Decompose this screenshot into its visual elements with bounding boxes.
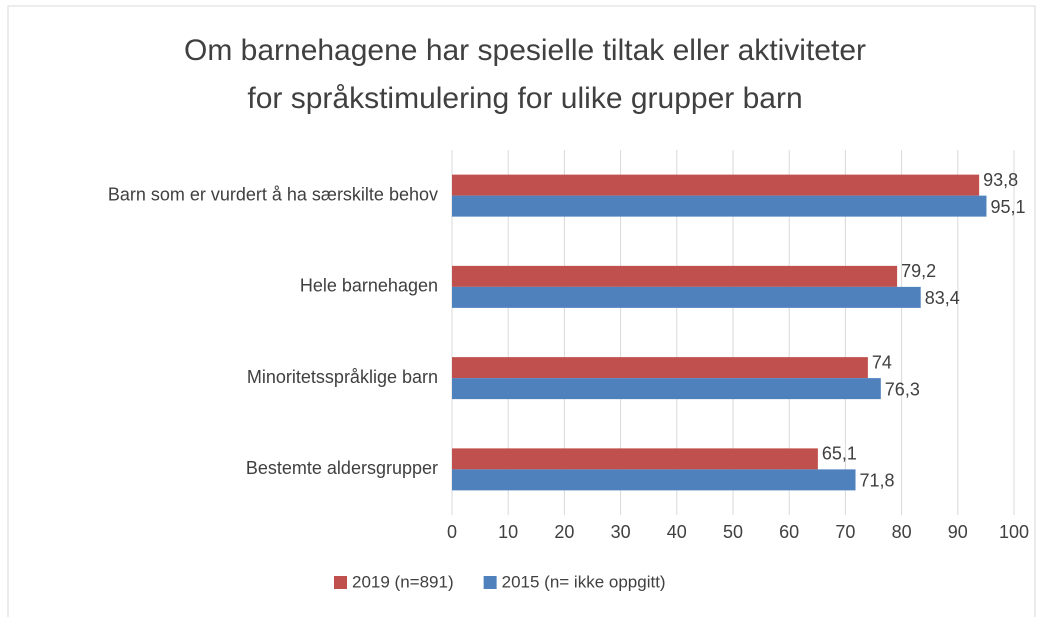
value-label: 74: [872, 352, 892, 372]
x-tick-label: 100: [999, 522, 1029, 542]
x-tick-label: 40: [667, 522, 687, 542]
category-label: Bestemte aldersgrupper: [246, 458, 438, 478]
legend-label: 2019 (n=891): [352, 572, 454, 591]
value-label: 95,1: [990, 197, 1025, 217]
category-label: Barn som er vurdert å ha særskilte behov: [108, 184, 438, 204]
category-label: Minoritetsspråklige barn: [247, 367, 438, 387]
category-label: Hele barnehagen: [300, 276, 438, 296]
value-label: 76,3: [885, 379, 920, 399]
x-tick-label: 60: [779, 522, 799, 542]
x-tick-label: 20: [554, 522, 574, 542]
value-label: 83,4: [925, 288, 960, 308]
bar: [452, 286, 921, 308]
legend-swatch: [334, 576, 347, 589]
chart-title: for språkstimulering for ulike grupper b…: [247, 82, 802, 115]
bar: [452, 448, 818, 470]
bar: [452, 378, 881, 400]
x-tick-label: 90: [948, 522, 968, 542]
value-label: 93,8: [983, 170, 1018, 190]
value-label: 79,2: [901, 261, 936, 281]
x-tick-label: 0: [447, 522, 457, 542]
bar: [452, 469, 856, 491]
chart-title: Om barnehagene har spesielle tiltak elle…: [184, 34, 866, 67]
x-tick-label: 80: [892, 522, 912, 542]
chart-frame: [7, 5, 1036, 617]
legend-label: 2015 (n= ikke oppgitt): [502, 572, 666, 591]
legend-swatch: [483, 576, 497, 589]
value-label: 65,1: [822, 444, 857, 464]
bar: [452, 174, 980, 196]
x-tick-label: 10: [498, 522, 518, 542]
bar: [452, 357, 868, 379]
x-tick-label: 50: [723, 522, 743, 542]
value-label: 71,8: [860, 471, 895, 491]
bar: [452, 265, 898, 287]
x-tick-label: 70: [835, 522, 855, 542]
bar: [452, 195, 987, 217]
x-tick-label: 30: [611, 522, 631, 542]
